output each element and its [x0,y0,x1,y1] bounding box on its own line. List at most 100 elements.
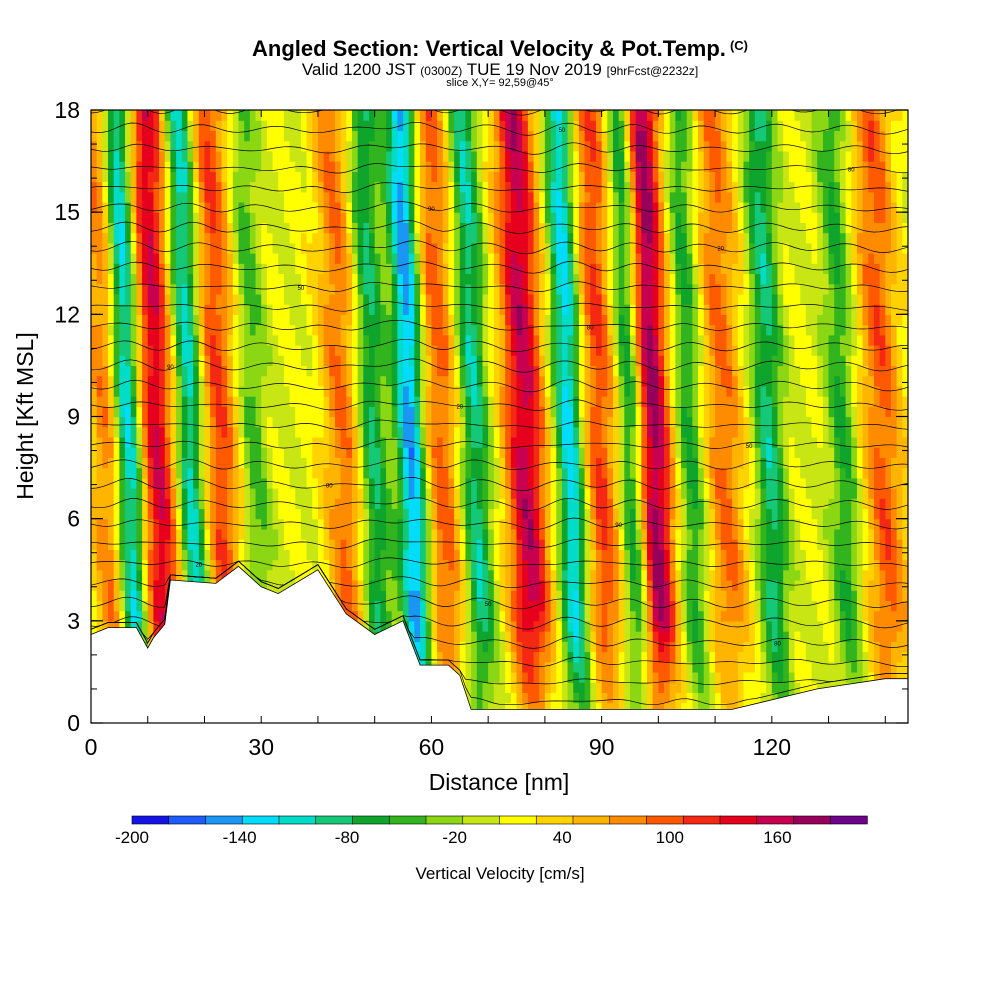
field-cell [266,222,274,234]
field-cell [238,436,245,448]
field-cell [278,324,285,336]
field-cell [522,651,529,663]
field-cell [442,314,450,326]
field-cell [125,559,132,571]
field-cell [221,120,228,132]
field-cell [108,212,115,223]
field-cell [522,426,529,438]
field-cell [136,396,143,407]
field-cell [522,600,529,612]
field-cell [244,355,251,367]
field-cell [108,539,115,550]
field-cell [471,620,478,632]
field-cell [153,569,160,581]
field-cell [136,416,143,428]
field-cell [425,120,433,132]
field-cell [448,528,455,540]
field-cell [283,385,291,397]
field-cell [227,334,234,346]
field-cell [448,161,455,172]
field-cell [493,242,501,254]
field-cell [493,457,501,469]
field-cell [215,385,223,397]
field-cell [119,498,126,510]
field-cell [397,242,404,254]
field-cell [204,385,211,397]
field-cell [386,579,393,591]
field-cell [351,232,359,244]
field-cell [357,161,364,172]
field-cell [522,641,529,653]
field-cell [397,191,404,203]
field-cell [544,467,552,479]
field-cell [403,212,410,223]
field-cell [380,436,387,448]
field-cell [266,120,274,132]
field-cell [465,641,472,653]
field-cell [323,559,330,571]
field-cell [471,590,478,601]
field-cell [459,273,467,285]
field-cell [317,498,325,510]
field-cell [312,232,319,244]
field-cell [283,161,291,172]
field-cell [102,314,109,326]
field-cell [431,620,438,632]
field-cell [351,201,359,213]
field-cell [255,150,262,162]
field-cell [108,171,115,183]
field-cell [431,355,438,367]
field-cell [499,436,506,448]
field-cell [221,528,228,540]
field-cell [391,212,398,223]
field-cell [516,396,523,407]
field-cell [408,508,415,520]
field-cell [340,600,347,612]
field-cell [527,610,535,622]
field-cell [227,375,234,387]
field-cell [357,590,364,601]
field-cell [91,467,98,479]
field-cell [539,232,546,244]
field-cell [108,222,115,234]
field-cell [261,518,268,530]
field-cell [539,110,546,121]
field-cell [164,426,172,438]
field-cell [340,436,347,448]
field-cell [187,406,194,418]
field-cell [488,293,495,305]
field-cell [255,447,262,458]
field-cell [448,334,455,346]
field-cell [153,140,160,152]
field-cell [550,661,557,673]
field-cell [420,181,427,193]
field-cell [244,375,251,387]
field-cell [113,426,120,438]
field-cell [550,631,557,642]
field-cell [96,293,103,305]
field-cell [493,498,501,510]
field-cell [227,110,234,121]
field-cell [544,426,552,438]
field-cell [476,191,484,203]
field-cell [403,416,410,428]
field-cell [420,293,427,305]
field-cell [403,232,410,244]
field-cell [397,488,404,499]
field-cell [527,579,535,591]
field-cell [261,344,268,356]
field-cell [295,242,302,254]
field-cell [425,385,433,397]
field-cell [96,242,103,254]
field-cell [425,641,433,653]
field-cell [153,222,160,234]
field-cell [505,671,512,683]
field-cell [550,222,557,234]
field-cell [476,467,484,479]
field-cell [340,273,347,285]
field-cell [187,150,194,162]
field-cell [164,293,172,305]
field-cell [125,242,132,254]
field-cell [261,273,268,285]
field-cell [113,477,120,489]
